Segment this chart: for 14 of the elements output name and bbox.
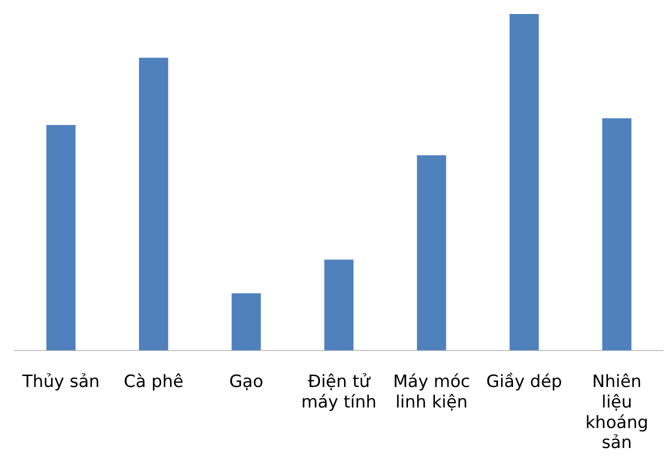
bar — [416, 155, 446, 350]
x-tick-label: Thủy sản — [21, 372, 100, 392]
x-tick-label: Nhiên liệu khoáng sản — [585, 372, 648, 454]
bar — [46, 125, 76, 350]
bar — [602, 118, 632, 350]
x-tick-label: Giầy dép — [486, 372, 562, 392]
bar — [324, 260, 354, 350]
x-tick-label: Cà phê — [124, 372, 184, 392]
bar — [139, 58, 168, 350]
x-tick-label: Máy móc linh kiện — [393, 372, 470, 412]
x-tick-label: Điện tử máy tính — [301, 372, 377, 412]
bar — [232, 293, 261, 350]
x-tick-label: Gạo — [229, 372, 264, 392]
bar — [510, 14, 539, 350]
